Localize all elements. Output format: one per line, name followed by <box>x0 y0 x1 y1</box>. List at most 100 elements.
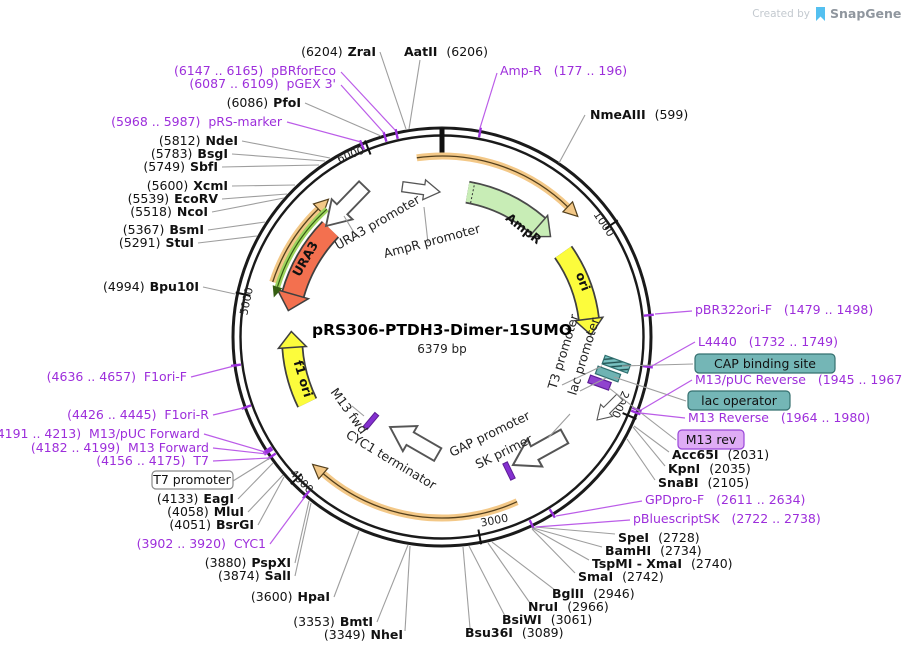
enzyme-name: NdeI <box>205 133 238 148</box>
svg-text:SmaI(2742): SmaI (2742) <box>578 569 664 584</box>
enzyme-pos: (5812) <box>159 133 201 148</box>
ampr-promoter-label: AmpR promoter <box>382 220 483 260</box>
primer-label: pBR322ori-F (1479 .. 1498) <box>695 302 873 317</box>
primer-labels-left: (6147 .. 6165) pBRforEco (6087 .. 6109) … <box>0 63 336 551</box>
m13-rev-box: M13 rev <box>677 429 745 450</box>
enzyme-pos: (4058) <box>167 504 209 519</box>
svg-text:(5291)StuI: (5291) StuI <box>119 235 194 250</box>
m13-rev-mark <box>587 374 613 391</box>
enzyme-pos: (2035) <box>709 461 751 476</box>
ring-ticks <box>235 140 637 545</box>
svg-text:(5367)BsmI: (5367) BsmI <box>123 222 204 237</box>
svg-text:BsiWI(3061): BsiWI (3061) <box>502 612 592 627</box>
snapgene-watermark: Created by SnapGene <box>752 6 901 21</box>
svg-text:(4058)MluI: (4058) MluI <box>167 504 244 519</box>
m13-fwd-mark <box>362 411 380 431</box>
feature-ura3: URA3 <box>276 220 340 312</box>
enzyme-name: AatII <box>404 44 437 59</box>
svg-text:(5749)SbfI: (5749) SbfI <box>143 159 218 174</box>
t7-promoter-box-label: T7 promoter <box>152 472 231 487</box>
svg-text:(5518)NcoI: (5518) NcoI <box>130 204 208 219</box>
enzyme-name: NheI <box>371 627 404 642</box>
enzyme-name: BsgI <box>197 146 228 161</box>
lac-operator-box-label: lac operator <box>701 393 778 408</box>
svg-text:(3349)NheI: (3349) NheI <box>324 627 403 642</box>
enzyme-name: SalI <box>265 568 291 583</box>
cyc1-terminator-label: CYC1 terminator <box>343 427 439 493</box>
enzyme-pos: (5600) <box>147 178 189 193</box>
enzyme-pos: (5518) <box>130 204 172 219</box>
svg-text:(6086)PfoI: (6086) PfoI <box>227 95 301 110</box>
enzyme-labels-right: AatII (6206) NmeAIII (599) Acc65I (2031) Kp… <box>404 44 769 640</box>
enzyme-pos: (2966) <box>567 599 609 614</box>
enzyme-pos: (2105) <box>708 475 750 490</box>
enzyme-name: NruI <box>528 599 558 614</box>
sk-primer-mark <box>502 461 516 481</box>
svg-text:(3874)SalI: (3874) SalI <box>218 568 291 583</box>
enzyme-name: HpaI <box>298 589 331 604</box>
enzyme-name: ZraI <box>348 44 376 59</box>
svg-text:(4051)BsrGI: (4051) BsrGI <box>169 517 254 532</box>
enzyme-name: MluI <box>214 504 244 519</box>
leader-lines-gray <box>197 51 694 632</box>
lac-operator-mark <box>594 365 622 383</box>
enzyme-pos: (2734) <box>660 543 702 558</box>
plasmid-size: 6379 bp <box>417 342 467 356</box>
enzyme-name: BmtI <box>340 614 373 629</box>
svg-text:SpeI(2728): SpeI (2728) <box>618 530 700 545</box>
primer-label: L4440 (1732 .. 1749) <box>698 334 838 349</box>
enzyme-name: TspMI - XmaI <box>592 556 682 571</box>
enzyme-pos: (599) <box>655 107 689 122</box>
svg-text:BamHI(2734): BamHI (2734) <box>605 543 702 558</box>
enzyme-pos: (5539) <box>128 191 170 206</box>
primer-label: (4182 .. 4199) M13 Forward <box>31 440 209 455</box>
snapgene-ribbon-icon <box>816 7 825 21</box>
lac-operator-box: lac operator <box>687 390 791 411</box>
orf-arc-top <box>416 152 579 218</box>
enzyme-name: PspXI <box>251 555 291 570</box>
svg-text:SnaBI(2105): SnaBI (2105) <box>658 475 749 490</box>
enzyme-name: SnaBI <box>658 475 699 490</box>
enzyme-name: NmeAIII <box>590 107 646 122</box>
enzyme-pos: (3349) <box>324 627 366 642</box>
svg-text:(5812)NdeI: (5812) NdeI <box>159 133 238 148</box>
plasmid-name: pRS306-PTDH3-Dimer-1SUMO <box>312 321 572 339</box>
enzyme-labels-left: (6204) ZraI (6086) PfoI (5812) NdeI (5783) B… <box>103 44 403 642</box>
enzyme-name: BsiWI <box>502 612 542 627</box>
gap-promoter-arrow <box>511 428 570 468</box>
svg-text:(6204)ZraI: (6204) ZraI <box>301 44 376 59</box>
enzyme-name: SbfI <box>190 159 218 174</box>
enzyme-pos: (6206) <box>446 44 488 59</box>
enzyme-pos: (3353) <box>293 614 335 629</box>
enzyme-pos: (4133) <box>157 491 199 506</box>
feature-f1ori: f1 ori <box>276 330 318 408</box>
ori-label: ori <box>573 270 594 293</box>
svg-text:(3353)BmtI: (3353) BmtI <box>293 614 373 629</box>
operator-box-stack <box>587 354 632 391</box>
enzyme-name: EcoRV <box>174 191 218 206</box>
enzyme-pos: (5367) <box>123 222 165 237</box>
enzyme-name: PfoI <box>273 95 301 110</box>
svg-text:(4133)EagI: (4133) EagI <box>157 491 234 506</box>
m13-rev-box-label: M13 rev <box>686 432 737 447</box>
enzyme-pos: (5749) <box>143 159 185 174</box>
lac-promoter-arrow <box>596 393 624 421</box>
primer-label: (4156 .. 4175) T7 <box>96 453 209 468</box>
cyc1-terminator-arrow <box>388 425 443 463</box>
t7-promoter-box: T7 promoter <box>151 470 234 490</box>
svg-text:Acc65I(2031): Acc65I (2031) <box>672 447 769 462</box>
primer-label: (4426 .. 4445) F1ori-R <box>67 407 209 422</box>
primer-label: (4191 .. 4213) M13/pUC Forward <box>0 426 200 441</box>
enzyme-pos: (3089) <box>522 625 564 640</box>
svg-text:NruI(2966): NruI (2966) <box>528 599 609 614</box>
orf-arcs <box>269 152 579 522</box>
enzyme-pos: (5783) <box>151 146 193 161</box>
ampr-start-divider <box>470 182 476 204</box>
enzyme-pos: (4994) <box>103 279 145 294</box>
boxed-labels: T7 promoter CAP binding site lac operato… <box>151 353 836 490</box>
primer-label: (4636 .. 4657) F1ori-F <box>47 369 187 384</box>
enzyme-pos: (2031) <box>728 447 770 462</box>
enzyme-name: XcmI <box>193 178 228 193</box>
primer-label: GPDpro-F (2611 .. 2634) <box>645 492 805 507</box>
enzyme-pos: (3061) <box>551 612 593 627</box>
